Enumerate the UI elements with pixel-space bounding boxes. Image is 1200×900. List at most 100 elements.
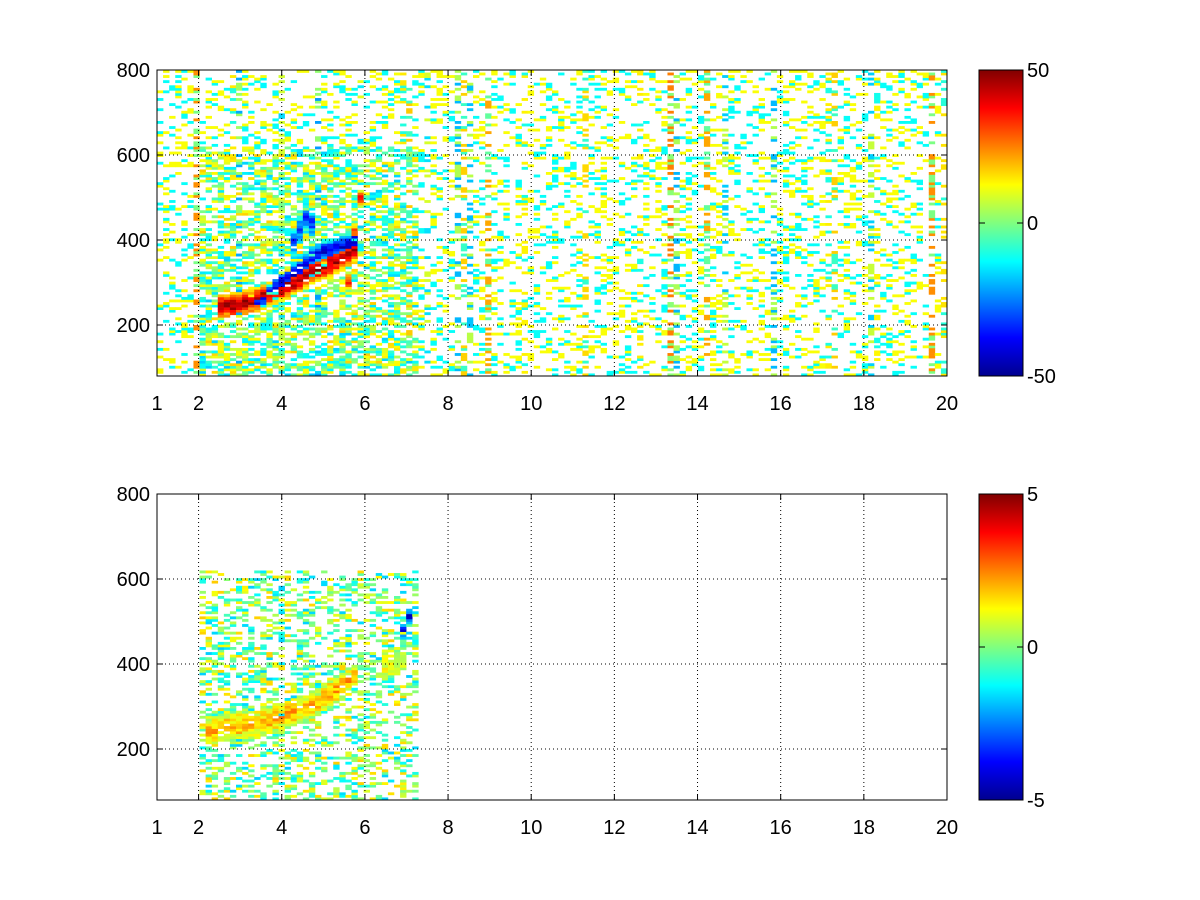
heatmap-cell xyxy=(229,299,237,303)
heatmap-cell xyxy=(236,368,243,372)
heatmap-cell xyxy=(302,95,310,99)
heatmap-cell xyxy=(327,110,334,114)
heatmap-cell xyxy=(637,365,644,369)
heatmap-cell xyxy=(278,138,285,142)
heatmap-cell xyxy=(387,217,395,221)
heatmap-cell xyxy=(260,149,267,152)
heatmap-cell xyxy=(600,187,607,191)
heatmap-cell xyxy=(631,182,638,186)
heatmap-cell xyxy=(296,279,304,282)
heatmap-cell xyxy=(801,161,808,165)
heatmap-cell xyxy=(254,325,261,328)
heatmap-cell xyxy=(746,263,753,267)
heatmap-cell xyxy=(278,243,285,247)
heatmap-cell xyxy=(643,363,650,367)
heatmap-cell xyxy=(430,70,437,73)
heatmap-cell xyxy=(339,202,346,206)
heatmap-cell xyxy=(789,151,796,155)
heatmap-cell xyxy=(691,126,699,129)
heatmap-cell xyxy=(466,322,474,326)
heatmap-cell xyxy=(345,133,352,137)
heatmap-cell xyxy=(296,154,304,157)
heatmap-cell xyxy=(327,161,334,165)
heatmap-cell xyxy=(211,200,219,203)
heatmap-cell xyxy=(302,373,310,377)
heatmap-cell xyxy=(722,225,729,229)
heatmap-cell xyxy=(442,136,449,140)
heatmap-cell xyxy=(296,217,304,221)
heatmap-cell xyxy=(363,245,370,249)
heatmap-cell xyxy=(296,296,304,300)
heatmap-cell xyxy=(205,350,212,354)
heatmap-cell xyxy=(588,373,595,377)
heatmap-cell xyxy=(521,322,528,326)
heatmap-cell xyxy=(260,121,267,124)
heatmap-cell xyxy=(375,365,383,369)
heatmap-cell xyxy=(345,274,352,277)
heatmap-cell xyxy=(223,281,231,285)
heatmap-cell xyxy=(728,161,735,165)
heatmap-cell xyxy=(661,207,668,211)
heatmap-cell xyxy=(296,113,304,117)
heatmap-cell xyxy=(266,266,273,270)
heatmap-cell xyxy=(813,360,820,364)
heatmap-cell xyxy=(223,286,231,290)
heatmap-cell xyxy=(260,85,267,89)
heatmap-cell xyxy=(296,268,304,272)
heatmap-cell xyxy=(199,146,206,150)
heatmap-cell xyxy=(266,353,273,356)
heatmap-cell xyxy=(764,325,772,328)
heatmap-cell xyxy=(412,151,419,155)
heatmap-cell xyxy=(266,373,273,377)
heatmap-cell xyxy=(205,281,212,285)
heatmap-cell xyxy=(776,154,784,157)
heatmap-cell xyxy=(631,138,638,142)
heatmap-cell xyxy=(321,253,328,257)
heatmap-cell xyxy=(685,248,693,252)
heatmap-cell xyxy=(509,289,516,293)
heatmap-cell xyxy=(552,154,559,157)
heatmap-cell xyxy=(302,317,310,321)
heatmap-cell xyxy=(199,210,206,214)
heatmap-cell xyxy=(315,138,322,142)
heatmap-cell xyxy=(460,368,468,372)
heatmap-cell xyxy=(315,268,322,272)
heatmap-cell xyxy=(254,205,261,208)
heatmap-cell xyxy=(394,347,401,351)
heatmap-cell xyxy=(272,159,279,163)
heatmap-cell xyxy=(315,70,322,73)
heatmap-cell xyxy=(825,115,832,119)
heatmap-cell xyxy=(795,302,802,305)
heatmap-cell xyxy=(260,82,267,86)
heatmap-cell xyxy=(612,156,620,160)
heatmap-cell xyxy=(418,279,425,282)
heatmap-cell xyxy=(236,70,243,73)
heatmap-cell xyxy=(339,286,346,290)
heatmap-cell xyxy=(363,149,370,152)
heatmap-cell xyxy=(369,177,377,180)
heatmap-cell xyxy=(418,355,425,359)
heatmap-cell xyxy=(242,128,249,132)
heatmap-cell xyxy=(302,172,310,175)
heatmap-cell xyxy=(497,149,504,152)
heatmap-cell xyxy=(187,294,194,298)
heatmap-cell xyxy=(163,233,170,237)
heatmap-cell xyxy=(296,263,304,267)
heatmap-cell xyxy=(199,342,206,346)
heatmap-cell xyxy=(229,330,237,333)
heatmap-cell xyxy=(612,146,620,150)
heatmap-cell xyxy=(315,294,322,298)
heatmap-cell xyxy=(308,187,316,191)
heatmap-cell xyxy=(703,131,711,135)
heatmap-cell xyxy=(564,210,571,214)
heatmap-cell xyxy=(199,314,206,318)
heatmap-cell xyxy=(157,307,164,310)
heatmap-cell xyxy=(363,358,370,361)
heatmap-cell xyxy=(284,253,291,257)
heatmap-cell xyxy=(673,253,680,257)
heatmap-cell xyxy=(703,220,711,224)
heatmap-cell xyxy=(381,121,389,124)
heatmap-cell xyxy=(582,350,589,354)
heatmap-cell xyxy=(697,80,705,84)
heatmap-cell xyxy=(290,314,298,318)
